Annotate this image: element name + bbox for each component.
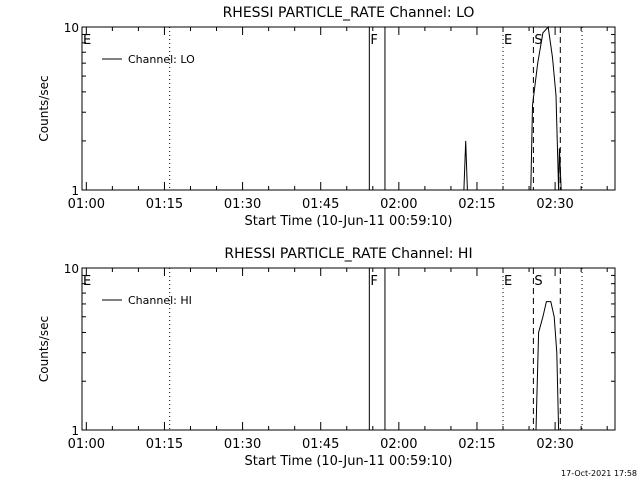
y-tick-label: 10 xyxy=(64,21,79,35)
x-tick-label: 01:15 xyxy=(146,437,183,452)
x-tick-label: 02:30 xyxy=(536,437,573,452)
event-marker-label: E xyxy=(504,274,512,289)
x-tick-label: 01:15 xyxy=(146,197,183,212)
x-tick-label: 02:00 xyxy=(380,437,417,452)
event-marker-label: E xyxy=(83,33,91,48)
event-marker-label: S xyxy=(534,274,542,289)
chart-title: RHESSI PARTICLE_RATE Channel: LO xyxy=(223,5,475,21)
y-tick-label: 10 xyxy=(64,262,79,276)
x-axis-label: Start Time (10-Jun-11 00:59:10) xyxy=(245,454,453,469)
series-line xyxy=(535,301,560,431)
chart-panel-1: RHESSI PARTICLE_RATE Channel: LO Start Ti… xyxy=(37,5,616,229)
x-axis-label: Start Time (10-Jun-11 00:59:10) xyxy=(245,214,453,229)
x-tick-label: 01:45 xyxy=(302,437,339,452)
x-tick-label: 01:00 xyxy=(68,197,105,212)
chart-title: RHESSI PARTICLE_RATE Channel: HI xyxy=(224,246,472,262)
y-tick-label: 1 xyxy=(71,184,79,198)
x-tick-label: 01:30 xyxy=(224,437,261,452)
footer-timestamp: 17-Oct-2021 17:58 xyxy=(561,469,637,478)
plot-frame xyxy=(81,26,616,191)
y-tick-label: 1 xyxy=(71,424,79,438)
event-marker-label: F xyxy=(370,33,377,48)
chart-panel-2: RHESSI PARTICLE_RATE Channel: HI Start Ti… xyxy=(37,246,616,469)
series-line xyxy=(463,25,562,191)
x-tick-label: 02:30 xyxy=(536,197,573,212)
y-axis-label: Counts/sec xyxy=(37,316,51,382)
event-marker-label: E xyxy=(83,274,91,289)
x-tick-label: 02:15 xyxy=(458,437,495,452)
x-tick-label: 01:00 xyxy=(68,437,105,452)
legend-entry: Channel: LO xyxy=(128,53,195,66)
plot-frame xyxy=(81,267,616,431)
x-tick-label: 01:30 xyxy=(224,197,261,212)
x-tick-label: 01:45 xyxy=(302,197,339,212)
x-tick-label: 02:15 xyxy=(458,197,495,212)
event-marker-label: F xyxy=(370,274,377,289)
x-tick-label: 02:00 xyxy=(380,197,417,212)
legend-entry: Channel: HI xyxy=(128,294,192,307)
y-axis-label: Counts/sec xyxy=(37,75,51,141)
event-marker-label: S xyxy=(534,33,542,48)
event-marker-label: E xyxy=(504,33,512,48)
